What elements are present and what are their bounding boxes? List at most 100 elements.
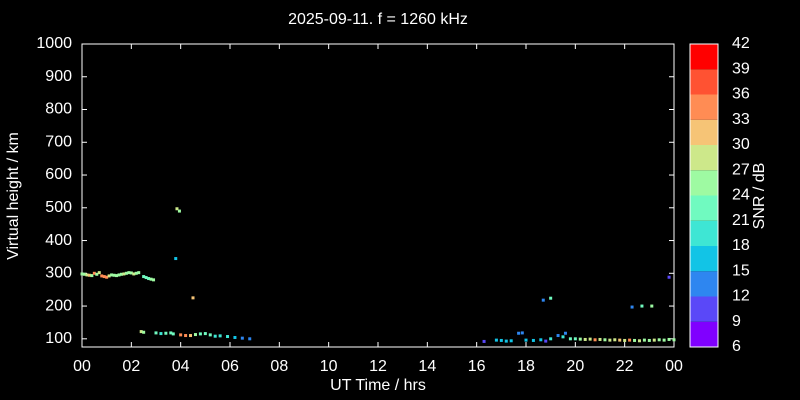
colorbar-tick-label: 39 <box>732 60 750 77</box>
x-axis-label: UT Time / hrs <box>330 377 426 394</box>
point <box>628 338 632 342</box>
y-tick-label: 500 <box>45 199 72 216</box>
point <box>127 271 131 275</box>
point <box>630 305 634 309</box>
x-tick-label: 00 <box>665 358 683 375</box>
colorbar-bin <box>690 246 718 272</box>
colorbar-bin <box>690 44 718 70</box>
point <box>226 335 230 339</box>
point <box>117 273 121 277</box>
point <box>179 333 183 337</box>
point <box>233 336 237 340</box>
point <box>608 338 612 342</box>
point <box>667 275 671 279</box>
point <box>208 333 212 337</box>
point <box>248 337 252 341</box>
y-tick-label: 900 <box>45 68 72 85</box>
point <box>524 338 528 342</box>
x-tick-label: 20 <box>566 358 584 375</box>
point <box>520 331 524 335</box>
point <box>593 338 597 342</box>
point <box>198 332 202 336</box>
colorbar-bin <box>690 321 718 347</box>
point <box>549 296 553 300</box>
point <box>561 335 565 339</box>
point <box>556 334 560 338</box>
point <box>189 334 193 338</box>
point <box>90 274 94 278</box>
x-tick-label: 18 <box>517 358 535 375</box>
point <box>583 337 587 341</box>
point <box>100 274 104 278</box>
point <box>129 271 133 275</box>
y-tick-label: 400 <box>45 232 72 249</box>
point <box>191 296 195 300</box>
point <box>640 304 644 308</box>
point <box>517 331 521 335</box>
point <box>531 338 535 342</box>
x-tick-label: 12 <box>369 358 387 375</box>
colorbar-tick-label: 15 <box>732 262 750 279</box>
point <box>139 330 143 334</box>
colorbar-bin <box>690 195 718 221</box>
point <box>494 338 498 342</box>
point <box>647 338 651 342</box>
point <box>213 334 217 338</box>
point <box>164 331 168 335</box>
point <box>149 277 153 281</box>
colorbar-frame <box>689 43 719 348</box>
point <box>92 271 96 275</box>
point <box>541 298 545 302</box>
point <box>563 331 567 335</box>
point <box>509 339 513 343</box>
point <box>105 275 109 279</box>
colorbar-bin <box>690 296 718 322</box>
point <box>95 272 99 276</box>
point <box>482 339 486 343</box>
point <box>657 338 661 342</box>
y-tick-label: 100 <box>45 330 72 347</box>
colorbar-bin <box>690 220 718 246</box>
point <box>110 273 114 277</box>
colorbar-bin <box>690 69 718 95</box>
point <box>85 273 89 277</box>
point <box>115 274 119 278</box>
point <box>169 331 173 335</box>
colorbar-tick-label: 9 <box>732 313 741 330</box>
point <box>618 338 622 342</box>
colorbar-label: SNR / dB <box>751 163 768 230</box>
point <box>549 337 553 341</box>
point <box>539 338 543 342</box>
point <box>80 272 84 276</box>
point <box>573 337 577 341</box>
colorbar-tick-label: 24 <box>732 187 750 204</box>
y-tick-label: 300 <box>45 265 72 282</box>
point <box>174 257 178 261</box>
point <box>642 338 646 342</box>
point <box>87 273 91 277</box>
y-tick-label: 200 <box>45 297 72 314</box>
point <box>218 334 222 338</box>
chart-title: 2025-09-11. f = 1260 kHz <box>288 11 468 28</box>
point <box>504 339 508 343</box>
colorbar-bin <box>690 94 718 120</box>
point <box>613 338 617 342</box>
point <box>134 271 138 275</box>
point <box>112 273 116 277</box>
point <box>124 271 128 275</box>
point <box>144 276 148 280</box>
colorbar-tick-label: 21 <box>732 212 750 229</box>
point <box>107 274 111 278</box>
colorbar-tick-label: 33 <box>732 111 750 128</box>
point <box>142 275 146 279</box>
x-tick-label: 04 <box>172 358 190 375</box>
point <box>193 333 197 337</box>
point <box>119 272 123 276</box>
point <box>82 272 86 276</box>
x-tick-label: 16 <box>468 358 486 375</box>
colorbar-tick-label: 6 <box>732 338 741 355</box>
colorbar-tick-label: 42 <box>732 35 750 52</box>
point <box>598 337 602 341</box>
y-tick-label: 600 <box>45 166 72 183</box>
point <box>603 338 607 342</box>
